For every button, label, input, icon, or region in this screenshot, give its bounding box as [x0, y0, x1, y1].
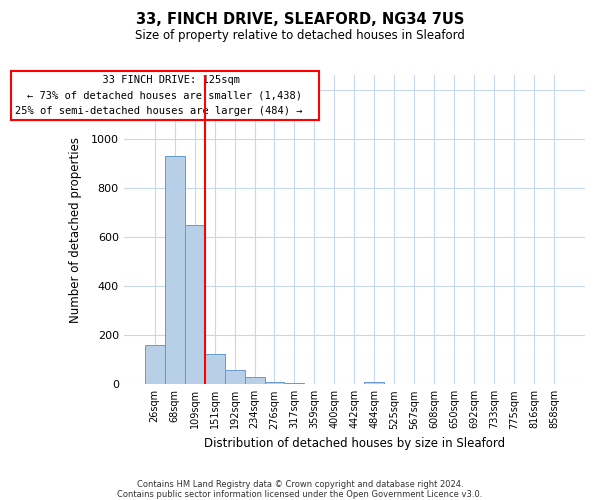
Text: 33, FINCH DRIVE, SLEAFORD, NG34 7US: 33, FINCH DRIVE, SLEAFORD, NG34 7US — [136, 12, 464, 28]
Bar — [185, 224, 205, 384]
Bar — [164, 156, 185, 384]
Bar — [145, 345, 164, 385]
Bar — [205, 354, 224, 384]
Bar — [364, 382, 385, 384]
X-axis label: Distribution of detached houses by size in Sleaford: Distribution of detached houses by size … — [204, 437, 505, 450]
Bar — [245, 378, 265, 384]
Bar — [284, 383, 304, 384]
Text: 33 FINCH DRIVE: 125sqm
← 73% of detached houses are smaller (1,438)
25% of semi-: 33 FINCH DRIVE: 125sqm ← 73% of detached… — [14, 75, 314, 116]
Text: Size of property relative to detached houses in Sleaford: Size of property relative to detached ho… — [135, 29, 465, 42]
Text: Contains HM Land Registry data © Crown copyright and database right 2024.: Contains HM Land Registry data © Crown c… — [137, 480, 463, 489]
Bar — [265, 382, 284, 384]
Text: Contains public sector information licensed under the Open Government Licence v3: Contains public sector information licen… — [118, 490, 482, 499]
Bar — [224, 370, 245, 384]
Y-axis label: Number of detached properties: Number of detached properties — [70, 136, 82, 322]
